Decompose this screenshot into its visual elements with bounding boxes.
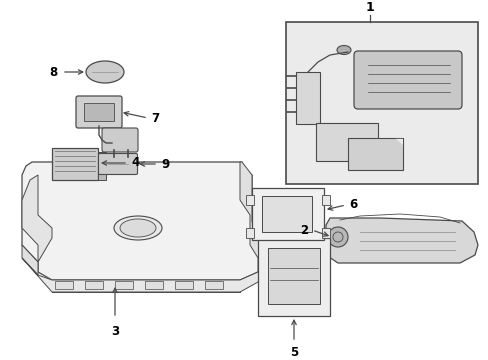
Polygon shape — [22, 175, 52, 262]
Text: 7: 7 — [151, 112, 159, 125]
Text: 9: 9 — [161, 158, 169, 171]
Bar — [85, 281, 103, 289]
Bar — [321, 228, 329, 238]
Bar — [145, 281, 163, 289]
Ellipse shape — [336, 45, 350, 54]
Text: 4: 4 — [131, 157, 139, 170]
Bar — [55, 281, 73, 289]
Bar — [347, 138, 402, 170]
FancyBboxPatch shape — [295, 72, 319, 124]
Polygon shape — [22, 258, 267, 292]
Bar — [245, 228, 253, 238]
Ellipse shape — [120, 219, 156, 237]
Bar — [204, 281, 223, 289]
Text: 5: 5 — [289, 346, 298, 359]
FancyBboxPatch shape — [353, 51, 461, 109]
Polygon shape — [22, 245, 38, 275]
Text: 3: 3 — [111, 325, 119, 338]
Bar — [115, 281, 133, 289]
Polygon shape — [22, 162, 267, 280]
Bar — [267, 248, 319, 304]
Text: 2: 2 — [299, 224, 307, 237]
Bar — [251, 188, 324, 240]
Bar — [84, 103, 114, 121]
Polygon shape — [240, 162, 267, 272]
FancyBboxPatch shape — [102, 128, 138, 152]
Bar — [315, 123, 377, 161]
Bar — [285, 22, 477, 184]
Polygon shape — [394, 138, 402, 145]
Bar — [321, 195, 329, 205]
Circle shape — [327, 227, 347, 247]
Bar — [98, 152, 106, 180]
Polygon shape — [325, 218, 477, 263]
FancyBboxPatch shape — [76, 96, 122, 128]
Text: 8: 8 — [50, 66, 58, 78]
Bar — [258, 238, 329, 316]
FancyBboxPatch shape — [98, 153, 137, 175]
Text: 1: 1 — [365, 1, 374, 14]
Bar — [245, 195, 253, 205]
Ellipse shape — [114, 216, 162, 240]
Bar — [262, 196, 311, 232]
Text: 6: 6 — [348, 198, 357, 211]
Ellipse shape — [86, 61, 124, 83]
Bar — [52, 148, 98, 180]
Bar — [175, 281, 193, 289]
